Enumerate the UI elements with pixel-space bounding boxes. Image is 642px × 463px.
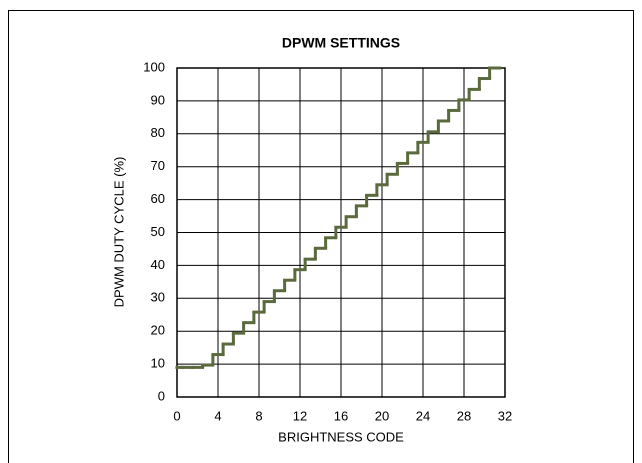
y-tick-label: 100 — [143, 59, 165, 74]
frame — [8, 10, 634, 463]
chart-title: DPWM SETTINGS — [282, 35, 400, 51]
y-tick-label: 30 — [151, 290, 165, 305]
y-tick-label: 90 — [151, 92, 165, 107]
x-tick-label: 20 — [375, 408, 389, 423]
y-tick-label: 80 — [151, 125, 165, 140]
y-tick-label: 20 — [151, 323, 165, 338]
y-tick-label: 70 — [151, 158, 165, 173]
x-tick-label: 8 — [255, 408, 262, 423]
x-tick-label: 12 — [293, 408, 307, 423]
x-tick-label: 24 — [416, 408, 430, 423]
x-axis-label: BRIGHTNESS CODE — [278, 429, 404, 444]
x-tick-label: 16 — [334, 408, 348, 423]
y-tick-label: 40 — [151, 257, 165, 272]
x-tick-label: 0 — [173, 408, 180, 423]
plot-border — [176, 67, 506, 398]
x-tick-label: 4 — [214, 408, 221, 423]
y-tick-label: 60 — [151, 191, 165, 206]
y-tick-label: 10 — [151, 356, 165, 371]
x-tick-label: 28 — [457, 408, 471, 423]
x-tick-label: 32 — [498, 408, 512, 423]
y-axis-label: DPWM DUTY CYCLE (%) — [111, 157, 126, 308]
y-tick-label: 0 — [158, 388, 165, 403]
y-tick-label: 50 — [151, 224, 165, 239]
